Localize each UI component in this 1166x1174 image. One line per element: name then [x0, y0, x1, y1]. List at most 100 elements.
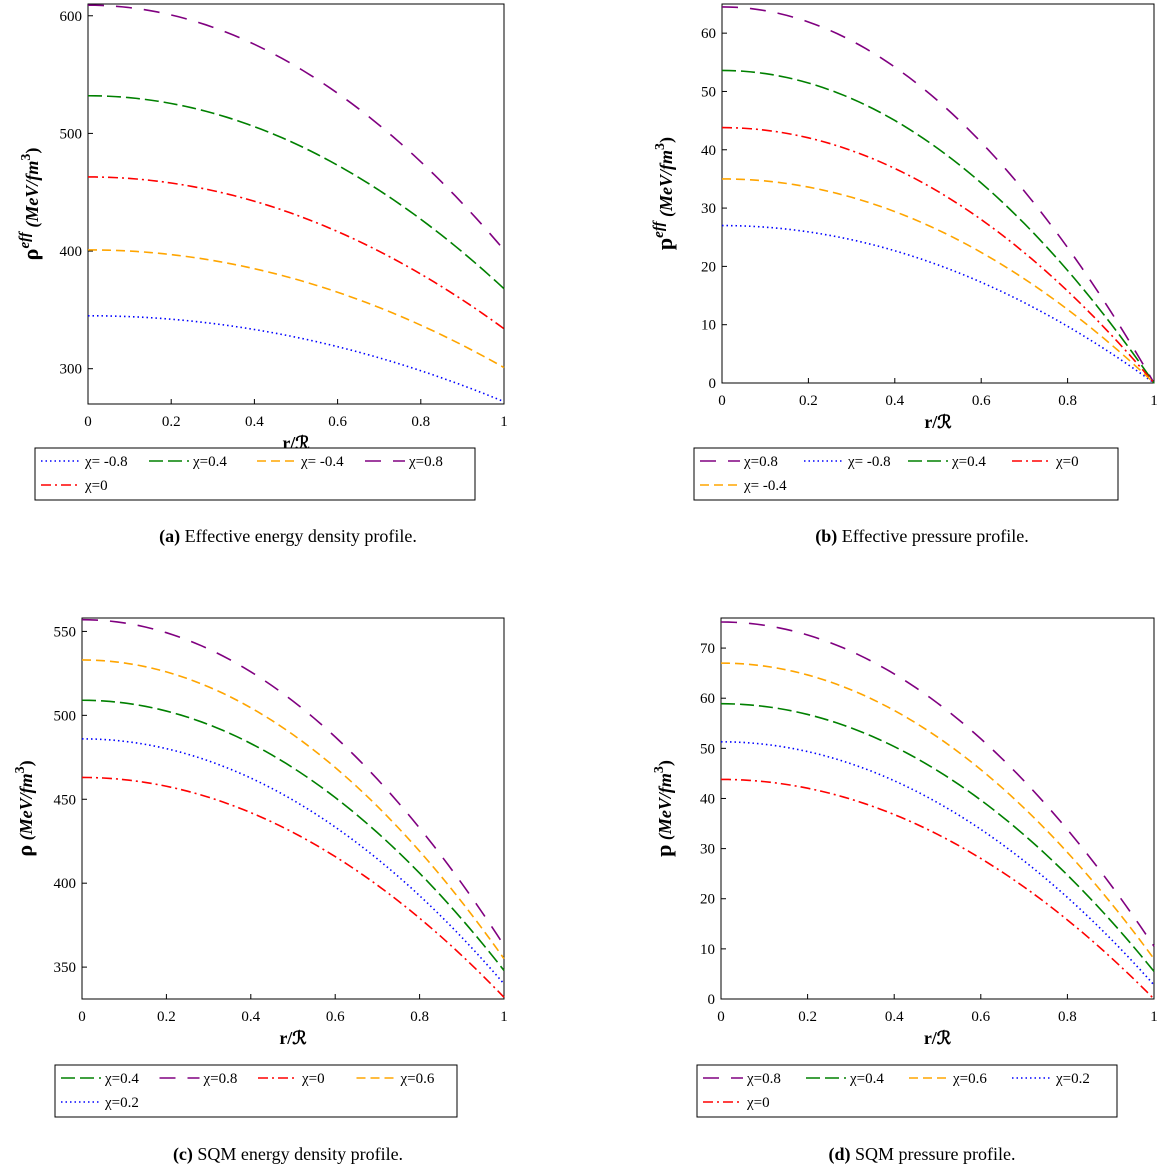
x-tick-label: 0.6	[971, 1009, 990, 1025]
x-tick-label: 1	[1150, 393, 1158, 409]
y-tick-label: 60	[701, 26, 716, 42]
y-tick-label: 20	[700, 892, 715, 908]
caption: (b) Effective pressure profile.	[815, 526, 1029, 547]
series-line	[87, 176, 505, 330]
y-tick-label: 300	[60, 362, 83, 378]
x-tick-label: 0.6	[328, 414, 347, 430]
y-tick-label: 600	[60, 9, 83, 25]
y-tick-label: 450	[54, 792, 77, 808]
x-tick-label: 0.2	[162, 414, 181, 430]
x-axis-label: r/ℛ	[924, 412, 952, 432]
legend-label: χ=0.6	[400, 1071, 435, 1087]
y-tick-label: 50	[701, 84, 716, 100]
chart-c: 0 0.2 0.4 0.6 0.8 1 350 400 450 500 550 r/ℛ ρ (MeV/f…	[12, 617, 508, 1165]
x-tick-label: 0.8	[411, 414, 430, 430]
series-line	[721, 69, 1155, 384]
legend-label: χ=0.8	[743, 454, 778, 470]
x-tick-label: 1	[1150, 1009, 1158, 1025]
legend-label: χ=0	[84, 478, 108, 494]
series-line	[87, 94, 505, 290]
plot-frame	[721, 3, 1155, 384]
series-line	[720, 778, 1155, 1000]
series-line	[721, 178, 1155, 384]
legend-label: χ=0.6	[952, 1071, 987, 1087]
y-tick-label: 550	[54, 624, 77, 640]
x-axis-label: r/ℛ	[279, 1028, 307, 1048]
caption: (c) SQM energy density profile.	[173, 1144, 403, 1165]
x-tick-label: 1	[500, 414, 508, 430]
legend-label: χ=0.8	[203, 1071, 238, 1087]
y-tick-label: 400	[60, 244, 83, 260]
series-line	[81, 618, 505, 946]
x-tick-label: 0.2	[157, 1009, 176, 1025]
y-tick-label: 10	[700, 942, 715, 958]
y-tick-label: 40	[700, 791, 715, 807]
series-line	[87, 314, 505, 403]
legend: χ=0.8 χ= -0.8 χ=0.4 χ=0 χ= -0.4	[693, 447, 1119, 501]
legend-label: χ= -0.4	[743, 478, 787, 494]
y-tick-label: 400	[54, 876, 77, 892]
legend-label: χ=0.2	[1055, 1071, 1090, 1087]
y-tick-label: 500	[54, 708, 77, 724]
x-tick-label: 0.2	[799, 393, 818, 409]
legend-label: χ= -0.4	[300, 454, 344, 470]
y-tick-label: 500	[60, 126, 83, 142]
series-line	[721, 6, 1155, 384]
legend-label: χ=0.8	[746, 1071, 781, 1087]
y-tick-label: 30	[701, 201, 716, 217]
y-tick-label: 30	[700, 842, 715, 858]
legend-label: χ= -0.8	[847, 454, 891, 470]
series-line	[720, 662, 1155, 960]
caption: (d) SQM pressure profile.	[829, 1144, 1016, 1165]
plot-frame	[720, 617, 1155, 1000]
y-tick-label: 350	[54, 960, 77, 976]
series-line	[81, 659, 505, 960]
x-tick-label: 0.6	[326, 1009, 345, 1025]
x-tick-label: 0.4	[885, 393, 904, 409]
legend-label: χ=0.4	[849, 1071, 884, 1087]
series-line	[721, 224, 1155, 384]
y-tick-label: 10	[701, 318, 716, 334]
legend-box	[696, 1064, 1118, 1118]
x-tick-label: 0.8	[1058, 393, 1077, 409]
x-tick-label: 0.8	[1058, 1009, 1077, 1025]
series-line	[87, 4, 505, 251]
y-axis-label: p (MeV/fm3)	[651, 760, 676, 857]
series-line	[721, 126, 1155, 384]
series-line	[81, 776, 505, 998]
x-tick-label: 0	[78, 1009, 86, 1025]
x-tick-label: 0.4	[241, 1009, 260, 1025]
legend-label: χ= -0.8	[84, 454, 128, 470]
y-axis-label: peff (MeV/fm3)	[651, 137, 677, 250]
y-tick-label: 40	[701, 143, 716, 159]
legend-label: χ=0.4	[104, 1071, 139, 1087]
legend: χ=0.4 χ=0.8 χ=0 χ=0.6 χ=0.2	[54, 1064, 458, 1118]
x-tick-label: 0.4	[885, 1009, 904, 1025]
legend: χ= -0.8 χ=0.4 χ= -0.4 χ=0.8 χ=0	[34, 447, 476, 501]
y-tick-label: 0	[708, 992, 716, 1008]
x-tick-label: 0	[717, 1009, 725, 1025]
legend-label: χ=0	[746, 1095, 770, 1111]
y-tick-label: 20	[701, 259, 716, 275]
x-tick-label: 0.2	[798, 1009, 817, 1025]
x-axis-label: r/ℛ	[924, 1028, 952, 1048]
x-tick-label: 0.6	[972, 393, 991, 409]
legend-box	[54, 1064, 458, 1118]
legend: χ=0.8 χ=0.4 χ=0.6 χ=0.2 χ=0	[696, 1064, 1118, 1118]
legend-label: χ=0.4	[192, 454, 227, 470]
y-tick-label: 50	[700, 741, 715, 757]
y-axis-label: ρeff (MeV/fm3)	[17, 148, 43, 261]
legend-label: χ=0.4	[951, 454, 986, 470]
series-line	[81, 699, 505, 971]
x-tick-label: 0.8	[410, 1009, 429, 1025]
y-tick-label: 70	[700, 641, 715, 657]
x-tick-label: 0.4	[245, 414, 264, 430]
y-tick-label: 60	[700, 691, 715, 707]
y-axis-label: ρ (MeV/fm3)	[12, 760, 37, 856]
series-line	[720, 741, 1155, 986]
plot-frame	[81, 617, 505, 1000]
